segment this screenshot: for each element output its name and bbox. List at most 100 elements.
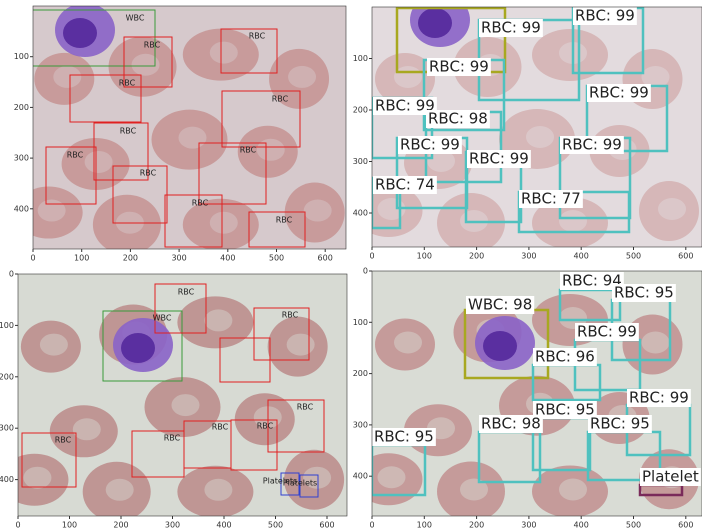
cell-center <box>658 198 686 220</box>
box-label: WBC <box>153 314 172 323</box>
box-label: RBC <box>119 79 136 88</box>
box-label: RBC: 99 <box>589 84 649 102</box>
box-label: RBC <box>257 422 274 431</box>
y-tick-label: 0 <box>9 270 14 279</box>
cell-center <box>73 418 101 440</box>
x-tick-label: 400 <box>574 521 589 530</box>
panel: WBCRBCRBCRBCRBCRBCRBCRBCRBCRBCRBC0100200… <box>14 3 346 263</box>
box-label: RBC <box>178 288 195 297</box>
box-label: RBC <box>249 32 266 41</box>
cell-center <box>304 200 332 222</box>
box-label: RBC <box>282 311 299 320</box>
x-tick-label: 600 <box>678 252 693 261</box>
y-tick-label: 400 <box>353 472 368 481</box>
cell-center <box>642 332 670 354</box>
y-tick-label: 400 <box>14 204 29 213</box>
x-tick-label: 500 <box>268 521 283 530</box>
x-tick-label: 200 <box>113 521 128 530</box>
x-tick-label: 500 <box>626 521 641 530</box>
cell-center <box>204 309 232 331</box>
x-tick-label: 100 <box>417 252 432 261</box>
x-tick-label: 0 <box>30 254 35 263</box>
y-tick-label: 200 <box>14 103 29 112</box>
panel: WBCRBCRBCRBCRBCRBCRBCRBCPlateletsPlatele… <box>0 270 347 530</box>
y-tick-label: 0 <box>363 267 368 276</box>
box-label: RBC <box>120 127 137 136</box>
box-label: RBC <box>67 151 84 160</box>
box-label: RBC <box>272 95 289 104</box>
wbc-nucleus <box>63 18 97 48</box>
box-label: RBC: 99 <box>375 97 435 115</box>
cell-center <box>210 42 238 64</box>
box-label: RBC <box>164 434 181 443</box>
cell-center <box>210 212 238 234</box>
x-tick-label: 300 <box>521 252 536 261</box>
box-label: WBC <box>126 14 145 23</box>
x-tick-label: 600 <box>318 254 333 263</box>
x-tick-label: 600 <box>678 521 693 530</box>
cell-center <box>257 139 285 161</box>
x-tick-label: 300 <box>521 521 536 530</box>
image <box>355 0 702 253</box>
box-label: RBC: 98 <box>481 415 541 433</box>
x-tick-label: 200 <box>469 521 484 530</box>
box-label: RBC: 95 <box>614 284 674 302</box>
box-label: RBC <box>144 41 161 50</box>
x-tick-label: 100 <box>62 521 77 530</box>
box-label: RBC: 96 <box>535 348 595 366</box>
y-tick-label: 100 <box>0 321 14 330</box>
cell-center <box>106 479 134 501</box>
box-label: RBC: 77 <box>521 190 581 208</box>
box-label: RBC <box>140 169 157 178</box>
cell-center <box>559 479 587 501</box>
image <box>15 3 346 255</box>
cell-center <box>179 127 207 149</box>
x-tick-label: 100 <box>417 521 432 530</box>
cell-center <box>287 334 315 356</box>
wbc-nucleus <box>418 8 452 38</box>
box-label: RBC <box>212 423 229 432</box>
box-label: RBC: 99 <box>629 389 689 407</box>
wbc-nucleus <box>483 331 517 361</box>
box-label: Platelets <box>283 479 317 488</box>
box-label: RBC: 74 <box>375 176 435 194</box>
figure: WBC RBC RBC RBC RBC RBC RBC RBC RBC RBC RBC 0 100 200… <box>0 0 702 530</box>
x-tick-label: 200 <box>469 252 484 261</box>
y-tick-label: 300 <box>14 154 29 163</box>
box-label: WBC: 98 <box>468 296 532 314</box>
box-label: RBC <box>297 403 314 412</box>
y-tick-label: 400 <box>0 475 14 484</box>
x-tick-label: 200 <box>123 254 138 263</box>
box-label: RBC: 99 <box>429 58 489 76</box>
x-tick-label: 100 <box>74 254 89 263</box>
box-label: RBC <box>55 436 72 445</box>
cell-center <box>288 66 316 88</box>
x-tick-label: 300 <box>171 254 186 263</box>
cell-center <box>53 66 81 88</box>
y-tick-label: 200 <box>353 369 368 378</box>
box-label: RBC: 99 <box>562 136 622 154</box>
x-tick-label: 300 <box>165 521 180 530</box>
cell-center <box>526 126 554 148</box>
y-tick-label: 100 <box>14 52 29 61</box>
x-tick-label: 0 <box>369 521 374 530</box>
panel: RBC: 99RBC: 99RBC: 99RBC: 99RBC: 98RBC: … <box>353 0 702 261</box>
box-label: Platelet <box>642 468 699 486</box>
cell-center <box>40 334 68 356</box>
x-tick-label: 600 <box>319 521 334 530</box>
x-tick-label: 400 <box>216 521 231 530</box>
box-label: RBC: 95 <box>535 401 595 419</box>
y-tick-label: 400 <box>353 209 368 218</box>
box-label: RBC: 95 <box>590 415 650 433</box>
x-tick-label: 400 <box>220 254 235 263</box>
y-tick-label: 100 <box>353 318 368 327</box>
cell-center <box>394 332 422 354</box>
cell-center <box>38 200 66 222</box>
cell-center <box>559 210 587 232</box>
wbc-nucleus <box>121 333 155 363</box>
box-label: RBC <box>192 199 209 208</box>
x-tick-label: 500 <box>626 252 641 261</box>
box-label: RBC <box>276 216 293 225</box>
cell-center <box>378 466 406 488</box>
x-tick-label: 0 <box>369 252 374 261</box>
